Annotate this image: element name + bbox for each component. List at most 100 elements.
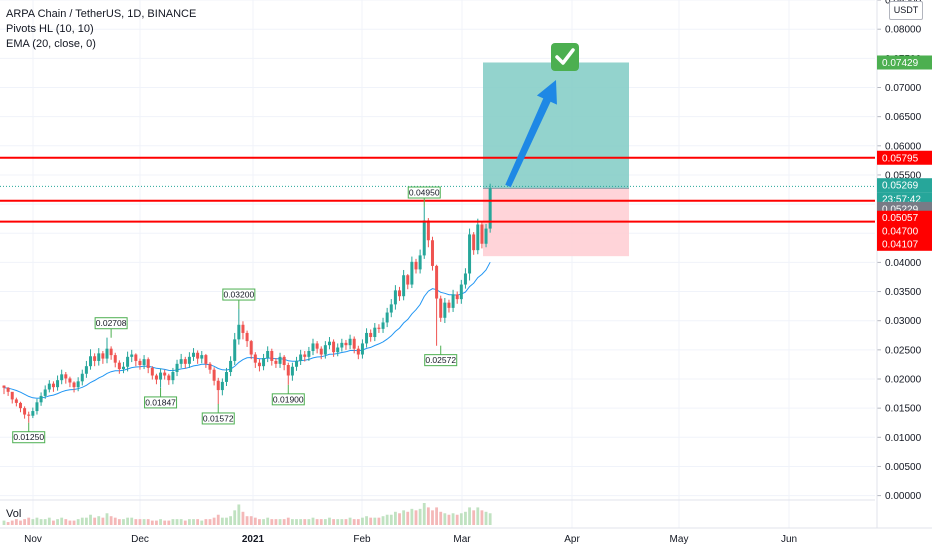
check-mark: [555, 48, 575, 65]
pivot-labels: 0.01250 0.02708 0.01847 0.01572 0.03200 0.019…: [12, 186, 458, 444]
candle-body: [443, 302, 447, 318]
pivot-box: [94, 317, 128, 330]
volume-bar: [373, 517, 377, 525]
candle-body: [406, 275, 410, 285]
candle-body: [130, 354, 134, 357]
candle-body: [472, 234, 476, 251]
volume-bar: [344, 519, 348, 525]
price-label: 0.04107: [882, 239, 919, 250]
candle-body: [336, 347, 340, 353]
candle-body: [319, 348, 323, 355]
price-label: 0.05229: [882, 204, 919, 215]
candle-body: [93, 356, 97, 361]
candle-body: [344, 342, 348, 346]
volume-bar: [2, 520, 6, 525]
candle-body: [422, 220, 426, 256]
volume-bar: [97, 516, 101, 525]
volume-bar: [480, 510, 484, 525]
candle-body: [439, 298, 443, 318]
volume-bar: [286, 517, 290, 525]
candle-body: [72, 382, 76, 388]
candle-body: [47, 383, 51, 390]
candle-body: [463, 273, 467, 285]
volume-bar: [47, 517, 51, 525]
x-tick-label: 2021: [242, 534, 265, 545]
volume-bar: [183, 520, 187, 525]
volume-bar: [455, 514, 459, 525]
volume-bar: [237, 504, 241, 525]
volume-bar: [459, 513, 463, 525]
candle-body: [468, 234, 472, 274]
pivot-label: 0.01250: [13, 432, 44, 442]
volume-bar: [385, 514, 389, 525]
volume-bar: [253, 517, 257, 525]
candle-body: [76, 381, 80, 388]
pivot-box: [201, 412, 235, 425]
volume-bar: [323, 519, 327, 525]
candle-body: [146, 359, 150, 368]
candle-body: [105, 348, 109, 359]
volume-bar: [241, 511, 245, 525]
candle-body: [332, 341, 336, 353]
volume-bar: [196, 519, 200, 525]
volume-bar: [402, 510, 406, 525]
volume-bar: [443, 513, 447, 525]
candle-body: [97, 353, 101, 361]
y-tick-label: 0.08000: [885, 25, 922, 36]
price-label: 0.05269: [882, 181, 919, 192]
candle-body: [163, 372, 167, 376]
volume-bar: [138, 519, 142, 525]
candle-body: [488, 188, 492, 229]
candle-body: [340, 342, 344, 348]
time-axis: Nov Dec 2021 Feb Mar Apr May Jun: [0, 527, 932, 545]
volume-bar: [377, 517, 381, 525]
volume-bar: [295, 519, 298, 525]
volume-bar: [179, 519, 183, 525]
volume-bar: [266, 517, 270, 525]
y-tick-label: 0.07000: [885, 83, 922, 94]
volume-bar: [85, 517, 88, 525]
volume-bar: [369, 517, 373, 525]
candle-body: [183, 359, 187, 364]
pivot-label: 0.01572: [203, 413, 234, 423]
y-tick-label: 0.05500: [885, 170, 922, 181]
horizontal-lines: [0, 156, 875, 223]
volume-bar: [122, 519, 125, 525]
pivot-label: 0.03200: [223, 290, 254, 300]
candle-body: [249, 341, 253, 355]
price-label: 0.07429: [882, 58, 919, 69]
candle-body: [262, 358, 266, 367]
candle-body: [447, 302, 451, 308]
volume-bar: [225, 517, 228, 525]
volume-bar: [319, 519, 323, 525]
pivot-box: [144, 396, 178, 409]
ema-line: [3, 261, 491, 399]
currency-label[interactable]: USDT: [889, 1, 923, 20]
candle-body: [196, 352, 200, 359]
candle-body: [373, 327, 377, 338]
candle-body: [257, 362, 261, 367]
pivot-label: 0.02572: [425, 355, 456, 365]
volume-bar: [175, 519, 179, 525]
pivot-box: [12, 431, 46, 444]
position-zones: [0, 62, 875, 257]
volume-bar: [464, 511, 467, 525]
x-tick-label: May: [670, 534, 689, 545]
candle-body: [10, 391, 14, 400]
pivots-indicator-label[interactable]: Pivots HL (10, 10): [6, 23, 94, 35]
y-tick-label: 0.04000: [885, 258, 922, 269]
volume-bar: [414, 510, 418, 525]
volume-bar: [439, 511, 443, 525]
ema-indicator-label[interactable]: EMA (20, close, 0): [6, 38, 96, 50]
candle-body: [348, 338, 352, 346]
candle-body: [56, 380, 60, 388]
volume-bar: [447, 514, 451, 525]
symbol-title[interactable]: ARPA Chain / TetherUS, 1D, BINANCE: [6, 8, 197, 20]
volume-bar: [394, 511, 397, 525]
volume-bar: [76, 519, 80, 525]
candle-body: [418, 255, 422, 270]
candle-body: [233, 339, 237, 361]
candle-body: [290, 366, 294, 376]
volume-label[interactable]: Vol: [6, 508, 22, 520]
